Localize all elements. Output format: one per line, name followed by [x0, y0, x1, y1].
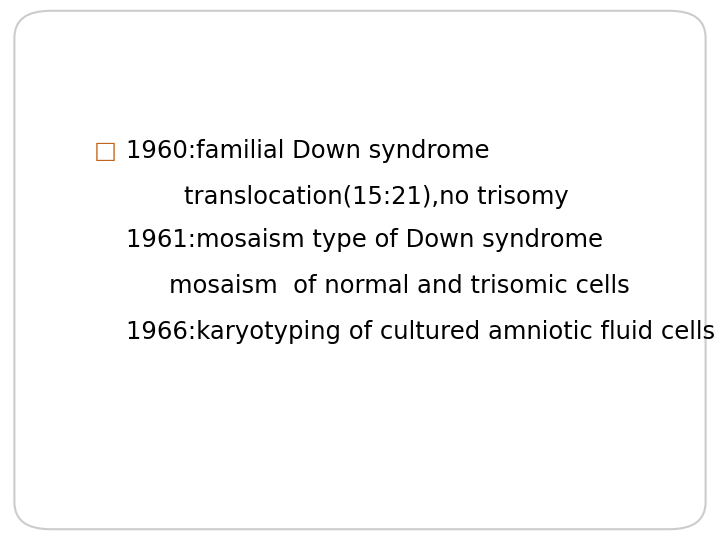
FancyBboxPatch shape — [14, 11, 706, 529]
Text: □: □ — [94, 139, 117, 163]
Text: translocation(15:21),no trisomy: translocation(15:21),no trisomy — [184, 185, 568, 209]
Text: 1961:mosaism type of Down syndrome: 1961:mosaism type of Down syndrome — [126, 228, 603, 252]
Text: mosaism  of normal and trisomic cells: mosaism of normal and trisomic cells — [169, 274, 630, 298]
Text: 1966:karyotyping of cultured amniotic fluid cells: 1966:karyotyping of cultured amniotic fl… — [126, 320, 715, 344]
Text: 1960:familial Down syndrome: 1960:familial Down syndrome — [126, 139, 490, 163]
